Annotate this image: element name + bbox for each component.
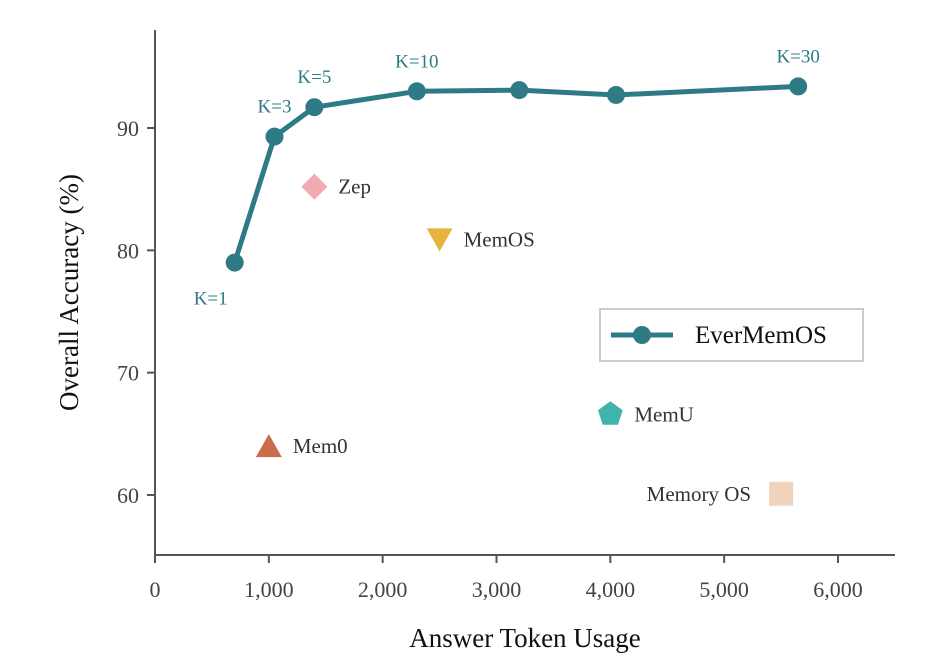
x-tick-label: 5,000 xyxy=(699,577,749,602)
legend: EverMemOS xyxy=(599,308,864,362)
y-tick-label: 70 xyxy=(117,361,139,386)
k-label: K=5 xyxy=(297,67,331,88)
k-label: K=30 xyxy=(776,46,819,67)
memu-marker xyxy=(598,401,623,425)
memory-os-marker xyxy=(769,481,794,506)
legend-label: EverMemOS xyxy=(695,322,827,349)
x-tick-label: 4,000 xyxy=(586,577,636,602)
evermemos-point xyxy=(305,98,324,117)
x-axis-title: Answer Token Usage xyxy=(409,623,641,653)
zep-marker xyxy=(301,173,328,200)
zep-label: Zep xyxy=(338,175,371,199)
evermemos-point xyxy=(789,77,808,96)
mem0-label: Mem0 xyxy=(293,434,348,458)
k-label: K=10 xyxy=(395,51,438,72)
evermemos-point xyxy=(407,82,426,101)
evermemos-point xyxy=(510,81,529,100)
k-label: K=1 xyxy=(194,289,228,310)
legend-marker-swatch xyxy=(633,326,651,344)
x-tick-label: 6,000 xyxy=(813,577,863,602)
method-markers: Zep MemOS Mem0 MemU Memory OS xyxy=(255,173,794,506)
memory-os-label: Memory OS xyxy=(647,482,751,506)
y-tick-label: 60 xyxy=(117,483,139,508)
evermemos-series: K=1 K=3K=5 K=10 K=30 xyxy=(194,46,820,309)
y-tick-label: 80 xyxy=(117,238,139,263)
memu-label: MemU xyxy=(634,402,694,426)
axes: 0 1,000 2,000 3,000 4,000 5,000 6,000 60 70 80 90 A… xyxy=(54,30,895,653)
evermemos-point xyxy=(607,85,626,104)
memos-label: MemOS xyxy=(464,227,535,251)
y-tick-label: 90 xyxy=(117,116,139,141)
x-tick-label: 2,000 xyxy=(358,577,408,602)
y-axis-title: Overall Accuracy (%) xyxy=(54,174,84,411)
evermemos-point xyxy=(265,127,284,146)
k-label: K=3 xyxy=(258,97,292,118)
x-tick-label: 0 xyxy=(150,577,161,602)
x-tick-label: 1,000 xyxy=(244,577,294,602)
x-tick-label: 3,000 xyxy=(472,577,522,602)
mem0-marker xyxy=(255,434,282,458)
evermemos-point xyxy=(225,253,244,272)
memos-marker xyxy=(426,228,453,252)
